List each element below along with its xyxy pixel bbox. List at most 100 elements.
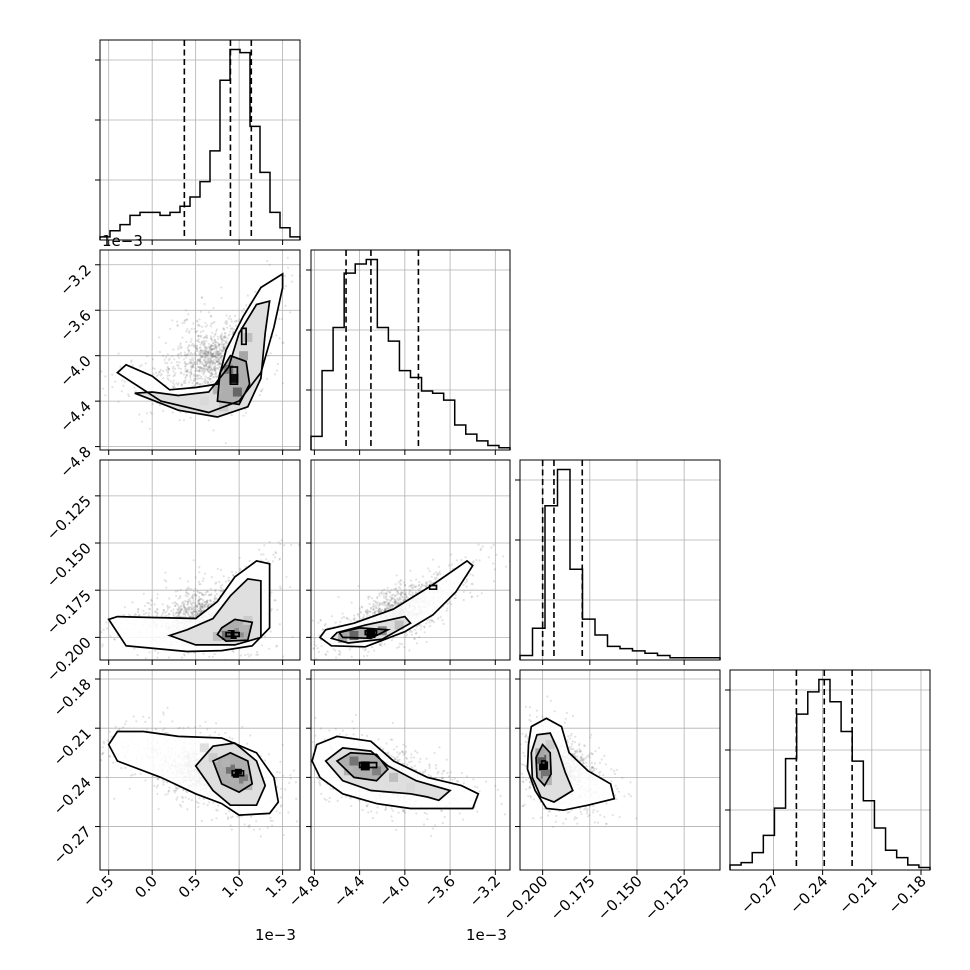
- scatter-point: [162, 410, 165, 413]
- scatter-point: [210, 315, 213, 318]
- scatter-point: [221, 584, 224, 587]
- scatter-point: [204, 359, 207, 362]
- scatter-point: [194, 604, 197, 607]
- scatter-point: [224, 336, 227, 339]
- scatter-point: [179, 596, 182, 599]
- scatter-point: [290, 543, 293, 547]
- scatter-point: [397, 586, 400, 589]
- scatter-point: [210, 368, 213, 371]
- scatter-point: [217, 363, 221, 366]
- scatter-point: [151, 775, 154, 778]
- scatter-point: [195, 347, 198, 350]
- scatter-point: [208, 365, 211, 368]
- scatter-point: [402, 596, 405, 599]
- scatter-point: [382, 603, 385, 606]
- scatter-point: [234, 324, 238, 327]
- scatter-point: [202, 368, 205, 371]
- scatter-point: [201, 349, 204, 352]
- scatter-point: [222, 335, 225, 338]
- scatter-point: [185, 318, 188, 321]
- scatter-point: [409, 579, 412, 582]
- grid-lines: [311, 250, 510, 450]
- scatter-point: [199, 583, 202, 586]
- scatter-point: [380, 643, 383, 646]
- scatter-point: [184, 360, 187, 364]
- scatter-point: [209, 325, 212, 328]
- scatter-point: [228, 315, 231, 318]
- scatter-point: [209, 353, 212, 356]
- scatter-point: [105, 621, 108, 624]
- scatter-point: [174, 604, 177, 607]
- scatter-point: [190, 327, 193, 331]
- scatter-point: [378, 594, 381, 597]
- scatter-point: [398, 598, 401, 601]
- scatter-point: [157, 777, 160, 780]
- scatter-point: [134, 613, 137, 616]
- scatter-point: [188, 371, 191, 374]
- density-layer: [96, 706, 300, 838]
- scatter-point: [194, 382, 198, 385]
- scatter-point: [405, 595, 408, 598]
- scatter-point: [171, 367, 174, 370]
- scatter-point: [204, 355, 207, 358]
- scatter-point: [198, 334, 201, 337]
- scatter-point: [366, 612, 369, 615]
- scatter-point: [174, 789, 178, 792]
- scatter-point: [193, 344, 196, 347]
- scatter-point: [172, 370, 175, 373]
- scatter-point: [210, 366, 213, 369]
- scatter-point: [179, 609, 182, 612]
- scatter-point: [201, 355, 204, 358]
- scatter-point: [193, 327, 196, 330]
- scatter-point: [192, 606, 195, 609]
- scatter-point: [191, 356, 194, 359]
- scatter-point: [194, 353, 197, 356]
- scatter-point: [199, 605, 202, 609]
- scatter-point: [199, 610, 202, 614]
- scatter-point: [218, 356, 221, 359]
- scatter-point: [278, 557, 281, 560]
- scatter-point: [200, 360, 203, 363]
- scatter-point: [373, 604, 376, 607]
- scatter-point: [190, 367, 193, 370]
- scatter-point: [196, 589, 199, 592]
- scatter-point: [391, 597, 394, 600]
- scatter-point: [185, 369, 188, 372]
- scatter-point: [385, 592, 388, 595]
- scatter-point: [148, 427, 151, 430]
- scatter-point: [215, 360, 219, 363]
- scatter-point: [408, 588, 411, 591]
- scatter-point: [191, 365, 194, 368]
- scatter-point: [222, 588, 225, 591]
- scatter-point: [189, 371, 192, 374]
- scatter-point: [225, 320, 229, 323]
- scatter-point: [190, 370, 193, 373]
- scatter-point: [104, 394, 107, 397]
- scatter-point: [184, 319, 187, 322]
- scatter-point: [448, 564, 451, 567]
- scatter-point: [198, 318, 201, 321]
- scatter-point: [182, 604, 185, 607]
- scatter-point: [182, 612, 185, 616]
- scatter-point: [187, 608, 190, 611]
- scatter-point: [450, 553, 453, 556]
- scatter-point: [423, 626, 426, 629]
- scatter-point: [96, 734, 98, 736]
- scatter-point: [409, 593, 412, 597]
- scatter-point: [230, 327, 233, 330]
- scatter-point: [397, 598, 400, 601]
- scatter-point: [366, 654, 369, 657]
- tick-label-y: −3.2: [56, 261, 94, 299]
- scatter-point: [270, 608, 273, 611]
- scatter-point: [212, 366, 216, 369]
- scatter-point: [162, 609, 165, 612]
- scatter-point: [394, 599, 397, 602]
- scatter-point: [386, 602, 389, 605]
- scatter-point: [383, 592, 386, 595]
- scatter-point: [164, 571, 167, 574]
- scatter-point: [448, 601, 451, 604]
- tick-label-y: −3.6: [56, 306, 94, 344]
- scatter-point: [225, 812, 228, 815]
- scatter-point: [102, 628, 105, 631]
- scatter-point: [216, 352, 219, 355]
